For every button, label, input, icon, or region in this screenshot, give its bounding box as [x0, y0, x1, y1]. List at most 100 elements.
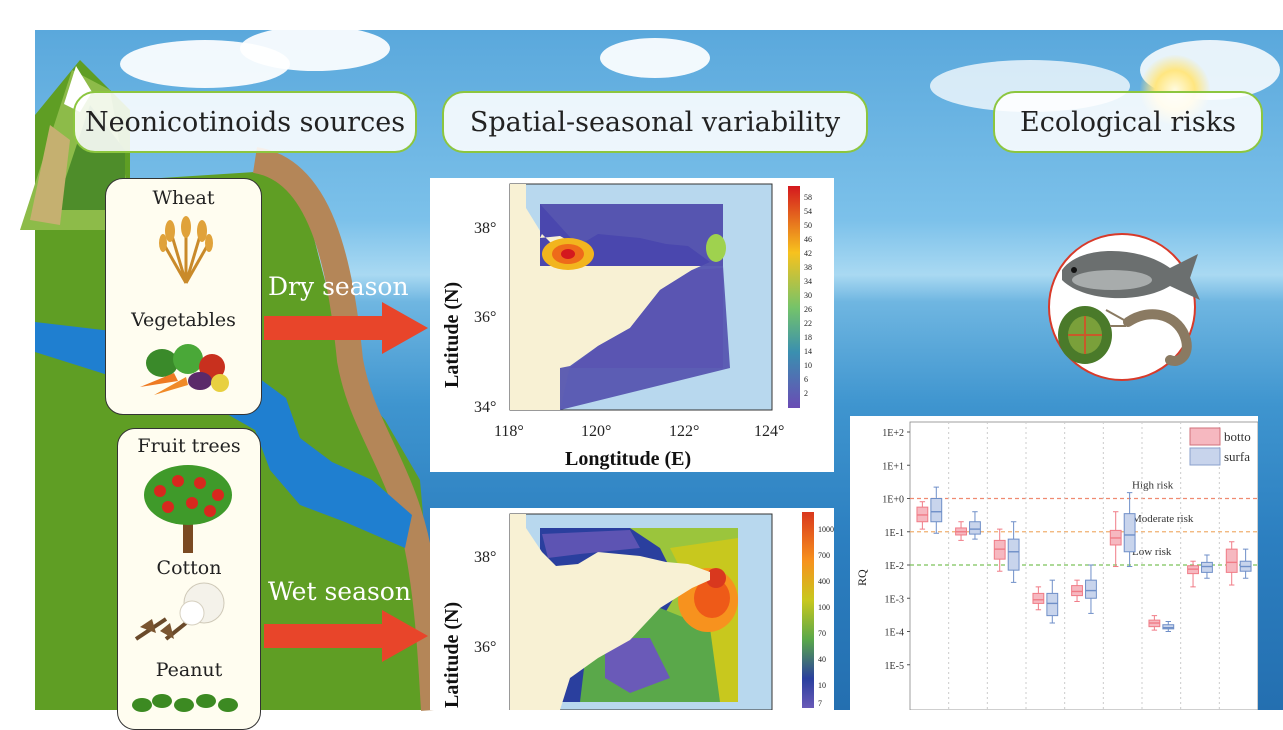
box [1085, 579, 1097, 599]
legend-swatch-bottom [1189, 427, 1221, 446]
fish-icon [1062, 251, 1200, 300]
threshold-label: High risk [1132, 480, 1174, 492]
y-tick-label: 1E-5 [885, 661, 904, 672]
rq-boxplot-chart: RQ 1E+2 1E+1 1E+0 1E-1 1E-2 1E-3 1E-4 1E-5 High… [850, 416, 1259, 711]
map-ylabel: Latitude (N) [441, 602, 463, 708]
cb-label: 100 [818, 603, 830, 612]
box [1007, 538, 1020, 571]
box [1071, 585, 1083, 597]
wet-season-map: 1000 700 400 100 70 40 10 7 38° 36° Lati… [441, 512, 834, 711]
box [930, 498, 943, 523]
crop-label-wheat: Wheat [152, 187, 215, 209]
organisms-circle [1048, 233, 1200, 381]
ytick: 38° [474, 220, 496, 237]
header-sources: Neonicotinoids sources [73, 91, 417, 153]
shrimp-icon [1105, 309, 1192, 366]
crop-label-vegetables: Vegetables [131, 309, 236, 331]
cb-label: 6 [804, 375, 808, 384]
cloud [240, 26, 390, 71]
xtick: 120° [581, 423, 611, 440]
xtick: 118° [494, 423, 524, 440]
land-edge [252, 147, 447, 711]
threshold-label: Low risk [1132, 546, 1172, 558]
map-ylabel: Latitude (N) [441, 282, 463, 388]
cb-label: 46 [804, 235, 812, 244]
crop-box-wet: Fruit trees Cotton Peanut [117, 428, 261, 730]
cb-label: 14 [804, 347, 812, 356]
dry-season-map: 58 54 50 46 42 38 34 30 26 22 18 14 10 6… [441, 183, 812, 470]
cb-label: 54 [804, 207, 812, 216]
map-panel-dry: 58 54 50 46 42 38 34 30 26 22 18 14 10 6… [430, 178, 834, 472]
cb-label: 1000 [818, 525, 834, 534]
mountain-rock [30, 125, 70, 225]
map-panel-wet: 1000 700 400 100 70 40 10 7 38° 36° Lati… [430, 508, 834, 711]
box [1162, 624, 1175, 630]
box [1225, 548, 1238, 573]
cb-label: 2 [804, 389, 808, 398]
y-tick-label: 1E+1 [882, 461, 904, 472]
cb-label: 18 [804, 333, 812, 342]
cb-label: 34 [804, 277, 812, 286]
cb-label: 400 [818, 577, 830, 586]
legend-label-bottom: botto [1224, 429, 1251, 444]
y-tick-label: 1E-2 [885, 561, 904, 572]
xtick: 124° [754, 423, 784, 440]
cb-label: 10 [818, 681, 826, 690]
fruit-tree-icon [144, 465, 232, 553]
box [1046, 592, 1059, 617]
crop-label-fruit-trees: Fruit trees [137, 435, 241, 457]
ytick: 34° [474, 399, 496, 416]
cotton-icon [134, 582, 225, 641]
y-tick-label: 1E-4 [885, 628, 904, 639]
crop-box-dry: Wheat Vegetables [105, 178, 262, 415]
box [969, 521, 981, 535]
map-xlabel: Longtitude (E) [565, 448, 691, 470]
rq-legend: botto surfa [1189, 427, 1251, 466]
box [1032, 592, 1045, 604]
threshold-label: Moderate risk [1132, 513, 1194, 525]
cb-label: 38 [804, 263, 812, 272]
peanut-plant-icon [132, 694, 238, 712]
turtle-icon [1058, 306, 1112, 364]
header-variability: Spatial-seasonal variability [442, 91, 868, 153]
cb-label: 22 [804, 319, 812, 328]
cb-label: 42 [804, 249, 812, 258]
wheat-icon [159, 216, 213, 284]
cb-label: 70 [818, 629, 826, 638]
colorbar-dry [788, 186, 800, 408]
y-tick-label: 1E-3 [885, 594, 904, 605]
y-tick-label: 1E-1 [885, 528, 904, 539]
cloud [600, 38, 710, 78]
cb-label: 30 [804, 291, 812, 300]
vegetables-icon [140, 344, 229, 395]
crop-label-peanut: Peanut [155, 659, 223, 681]
colorbar-dry-labels: 58 54 50 46 42 38 34 30 26 22 18 14 10 6… [804, 193, 812, 398]
cb-label: 7 [818, 699, 822, 708]
cb-label: 58 [804, 193, 812, 202]
ytick: 36° [474, 309, 496, 326]
crop-label-cotton: Cotton [156, 557, 222, 579]
box [1123, 513, 1136, 553]
colorbar-wet [802, 512, 814, 708]
y-tick-label: 1E+0 [882, 495, 904, 506]
cb-label: 50 [804, 221, 812, 230]
legend-label-surface: surfa [1224, 449, 1250, 464]
colorbar-wet-labels: 1000 700 400 100 70 40 10 7 [818, 525, 834, 708]
label-dry-season: Dry season [268, 272, 409, 301]
legend-swatch-surface [1189, 447, 1221, 466]
header-risks: Ecological risks [993, 91, 1263, 153]
ytick: 36° [474, 639, 496, 656]
land-mass [510, 184, 712, 410]
box [1201, 561, 1213, 573]
cb-label: 10 [804, 361, 812, 370]
xtick: 122° [669, 423, 699, 440]
label-wet-season: Wet season [268, 577, 411, 606]
rq-ylabel: RQ [855, 569, 869, 586]
land-mass [510, 514, 710, 710]
arrow-wet-season [264, 610, 428, 662]
cb-label: 700 [818, 551, 830, 560]
arrow-dry-season [264, 302, 428, 354]
rq-boxplot-svg: RQ 1E+2 1E+1 1E+0 1E-1 1E-2 1E-3 1E-4 1E-5 High… [855, 421, 1259, 711]
cb-label: 26 [804, 305, 812, 314]
